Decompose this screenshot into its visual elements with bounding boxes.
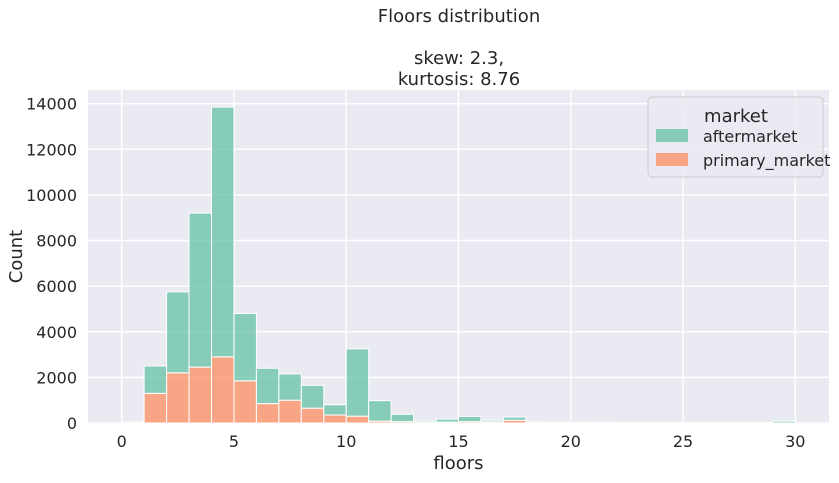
- x-tick-label: 25: [673, 432, 693, 451]
- x-axis-ticks: 0 5 10 15 20 25 30: [117, 432, 806, 451]
- bar-aftermarket: [279, 374, 301, 400]
- legend-swatch: [656, 153, 688, 166]
- title-line: kurtosis: 8.76: [398, 69, 520, 90]
- bar-primary_market: [167, 373, 189, 423]
- y-tick-label: 2000: [36, 368, 77, 387]
- y-tick-label: 6000: [36, 277, 77, 296]
- y-tick-label: 10000: [26, 186, 77, 205]
- y-axis-label: Count: [6, 230, 27, 283]
- x-tick-label: 0: [117, 432, 127, 451]
- bar-primary_market: [301, 408, 323, 423]
- bar-primary_market: [212, 357, 234, 423]
- y-axis-ticks: 0 2000 4000 6000 8000 10000 12000 14000: [26, 95, 77, 433]
- legend-label: primary_market: [703, 151, 830, 171]
- bar-primary_market: [234, 381, 256, 423]
- y-tick-label: 4000: [36, 323, 77, 342]
- y-tick-label: 12000: [26, 140, 77, 159]
- title-line: skew: 2.3,: [414, 48, 504, 69]
- y-tick-label: 14000: [26, 95, 77, 114]
- legend-label: aftermarket: [703, 127, 797, 146]
- bar-aftermarket: [234, 314, 256, 381]
- bar-aftermarket: [144, 366, 166, 393]
- x-tick-label: 5: [229, 432, 239, 451]
- legend-swatch: [656, 129, 688, 142]
- x-axis-label: floors: [433, 453, 483, 474]
- bar-primary_market: [189, 367, 211, 423]
- bar-aftermarket: [526, 422, 548, 423]
- bar-primary_market: [279, 400, 301, 423]
- title-line: Floors distribution: [378, 6, 540, 27]
- bar-aftermarket: [503, 417, 525, 420]
- bar-aftermarket: [346, 349, 368, 416]
- bar-primary_market: [346, 416, 368, 423]
- chart-title: Floors distribution skew: 2.3,kurtosis: 8…: [378, 6, 540, 90]
- bar-primary_market: [144, 393, 166, 423]
- bar-aftermarket: [189, 213, 211, 367]
- y-tick-label: 0: [67, 414, 77, 433]
- bar-aftermarket: [436, 419, 458, 422]
- bar-aftermarket: [391, 414, 413, 421]
- bar-aftermarket: [369, 401, 391, 422]
- bar-aftermarket: [301, 385, 323, 408]
- bar-aftermarket: [212, 107, 234, 357]
- x-tick-label: 20: [561, 432, 581, 451]
- bar-aftermarket: [167, 292, 189, 373]
- bar-aftermarket: [256, 368, 278, 403]
- bar-aftermarket: [773, 421, 795, 423]
- legend-title: market: [704, 106, 768, 127]
- bar-aftermarket: [459, 416, 481, 421]
- bar-aftermarket: [481, 420, 503, 422]
- bar-primary_market: [324, 415, 346, 423]
- bar-aftermarket: [122, 422, 144, 423]
- legend: market aftermarket primary_market: [648, 97, 830, 177]
- x-tick-label: 15: [448, 432, 468, 451]
- x-tick-label: 30: [785, 432, 805, 451]
- bar-primary_market: [256, 404, 278, 423]
- bar-aftermarket: [414, 421, 436, 422]
- y-tick-label: 8000: [36, 232, 77, 251]
- bar-aftermarket: [324, 405, 346, 415]
- x-tick-label: 10: [336, 432, 356, 451]
